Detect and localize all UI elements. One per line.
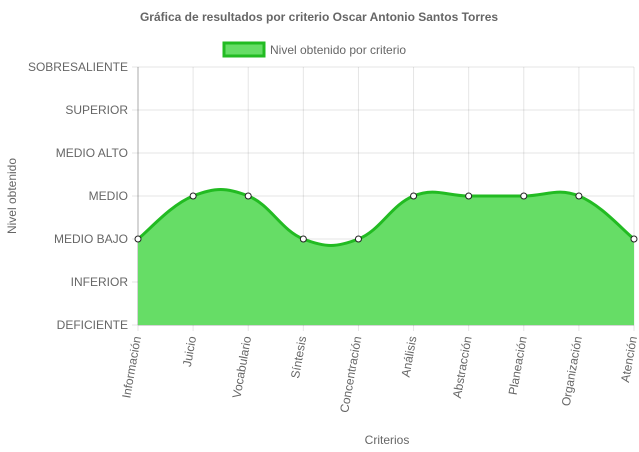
x-tick-label: Organización [559, 335, 585, 407]
legend-swatch [222, 41, 266, 58]
y-tick-label: MEDIO ALTO [56, 146, 128, 160]
data-point[interactable] [630, 235, 638, 243]
x-axis-ticks: Información Juicio Vocabulario Síntesis Conc… [119, 335, 639, 414]
legend[interactable]: Nivel obtenido por criterio [222, 41, 406, 58]
data-point[interactable] [299, 235, 307, 243]
x-tick-label: Concentración [337, 335, 364, 414]
x-tick-label: Juicio [180, 335, 199, 368]
data-point[interactable] [520, 192, 528, 200]
chart-title: Gráfica de resultados por criterio Oscar… [140, 10, 498, 24]
x-tick-label: Síntesis [288, 335, 309, 379]
x-tick-label: Análisis [399, 335, 420, 378]
legend-label: Nivel obtenido por criterio [270, 43, 406, 57]
data-point[interactable] [465, 192, 473, 200]
data-point[interactable] [134, 235, 142, 243]
x-tick-label: Vocabulario [229, 335, 254, 400]
series-area-fill [138, 189, 634, 325]
x-tick-label: Información [119, 335, 144, 399]
data-point[interactable] [575, 192, 583, 200]
plot-area [134, 188, 638, 325]
data-point[interactable] [244, 192, 252, 200]
y-tick-label: DEFICIENTE [57, 318, 128, 332]
y-tick-label: MEDIO [89, 189, 128, 203]
data-point[interactable] [410, 192, 418, 200]
x-tick-label: Atención [618, 335, 639, 383]
x-tick-label: Planeación [506, 335, 530, 396]
data-point[interactable] [189, 192, 197, 200]
x-tick-label: Abstracción [450, 335, 475, 399]
y-axis-ticks: DEFICIENTE INFERIOR MEDIO BAJO MEDIO MEDIO A… [28, 60, 128, 332]
y-tick-label: INFERIOR [71, 275, 129, 289]
series-line [137, 188, 635, 247]
y-tick-label: SUPERIOR [65, 103, 128, 117]
data-point[interactable] [354, 235, 362, 243]
y-axis-title: Nivel obtenido [5, 158, 19, 234]
y-tick-label: MEDIO BAJO [54, 232, 128, 246]
y-tick-label: SOBRESALIENTE [28, 60, 128, 74]
x-axis-title: Criterios [365, 433, 410, 447]
